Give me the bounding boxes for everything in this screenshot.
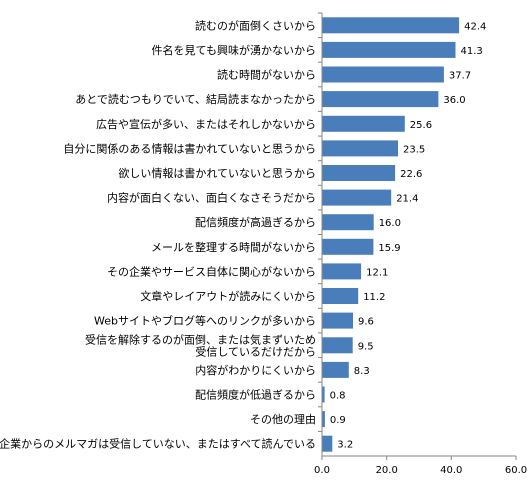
bar-17: [322, 435, 333, 452]
category-label-line: 読むのが面倒くさいから: [195, 18, 316, 32]
value-label-7: 21.4: [396, 194, 418, 205]
bar-1: [322, 41, 456, 58]
category-label-line: 広告や宣伝が多い、またはそれしかないから: [96, 117, 316, 131]
category-label-5: 自分に関係のある情報は書かれていないと思うから: [63, 141, 316, 155]
category-label-14: 内容がわかりにくいから: [195, 363, 316, 377]
value-label-1: 41.3: [461, 46, 483, 57]
value-label-8: 16.0: [379, 218, 401, 229]
category-label-line: 配信頻度が低過ぎるから: [195, 388, 316, 402]
category-label-2: 読む時間がないから: [217, 68, 316, 82]
value-label-10: 12.1: [366, 267, 388, 278]
x-tick-label-1: 20.0: [376, 465, 398, 476]
value-label-0: 42.4: [464, 21, 486, 32]
category-label-8: 配信頻度が高過ぎるから: [195, 215, 316, 229]
category-label-15: 配信頻度が低過ぎるから: [195, 388, 316, 402]
category-label-line: Webサイトやブログ等へのリンクが多いから: [94, 314, 316, 328]
bar-7: [322, 189, 392, 206]
category-label-line: 文章やレイアウトが読みにくいから: [140, 289, 316, 303]
x-tick-label-2: 40.0: [440, 465, 462, 476]
bar-0: [322, 17, 460, 34]
value-label-9: 15.9: [378, 243, 400, 254]
category-label-3: あとで読むつもりでいて、結局読まなかったから: [75, 92, 316, 106]
value-label-16: 0.9: [330, 415, 346, 426]
category-label-line: その他の理由: [250, 412, 316, 426]
bar-3: [322, 91, 439, 108]
category-label-line: 欲しい情報は書かれていないと思うから: [118, 166, 316, 180]
category-label-line: 配信頻度が高過ぎるから: [195, 215, 316, 229]
bar-15: [322, 386, 325, 403]
value-labels-group: 42.4 41.3 37.7 36.0 25.6 23.5 22.6 21.4 16.0 15.9…: [330, 21, 487, 450]
category-label-line: メールを整理する時間がないから: [151, 240, 316, 254]
x-tick-label-0: 0.0: [314, 465, 330, 476]
category-label-4: 広告や宣伝が多い、またはそれしかないから: [96, 117, 316, 131]
value-label-11: 11.2: [363, 292, 385, 303]
bar-11: [322, 288, 359, 304]
category-label-line: 自分に関係のある情報は書かれていないと思うから: [63, 141, 316, 155]
category-label-line: 受信しているだけだから: [195, 345, 316, 358]
category-label-line: 受信を解除するのが面倒、または気まずいため: [85, 332, 316, 346]
bar-6: [322, 165, 396, 181]
category-label-11: 文章やレイアウトが読みにくいから: [140, 289, 316, 303]
bar-2: [322, 66, 444, 83]
x-axis: 0.0 20.0 40.0 60.0: [314, 12, 527, 476]
value-label-5: 23.5: [403, 144, 425, 155]
category-label-line: 企業からのメルマガは受信していない、またはすべて読んでいる: [0, 437, 316, 451]
category-label-17: 企業からのメルマガは受信していない、またはすべて読んでいる: [0, 437, 316, 451]
category-label-12: Webサイトやブログ等へのリンクが多いから: [94, 314, 316, 328]
bar-8: [322, 214, 374, 231]
category-label-line: あとで読むつもりでいて、結局読まなかったから: [75, 92, 316, 106]
bar-16: [322, 411, 325, 428]
value-label-12: 9.6: [358, 317, 374, 328]
value-label-4: 25.6: [410, 120, 432, 131]
value-label-13: 9.5: [358, 341, 374, 352]
category-label-7: 内容が面白くない、面白くなさそうだから: [107, 191, 316, 205]
category-label-line: 件名を見ても興味が湧かないから: [152, 43, 316, 57]
category-label-6: 欲しい情報は書かれていないと思うから: [118, 166, 316, 180]
bar-4: [322, 115, 405, 132]
value-label-2: 37.7: [449, 71, 471, 82]
bar-12: [322, 312, 353, 329]
bar-10: [322, 263, 362, 280]
category-label-line: その企業やサービス自体に関心がないから: [107, 264, 316, 278]
category-label-9: メールを整理する時間がないから: [151, 240, 316, 254]
category-label-16: その他の理由: [250, 412, 316, 426]
category-label-1: 件名を見ても興味が湧かないから: [152, 43, 316, 57]
x-tick-label-3: 60.0: [505, 465, 527, 476]
value-label-15: 0.8: [330, 391, 346, 402]
bar-9: [322, 238, 374, 255]
bars-group: [322, 17, 460, 452]
value-label-3: 36.0: [443, 95, 465, 106]
category-label-line: 内容が面白くない、面白くなさそうだから: [107, 191, 316, 205]
bar-13: [322, 337, 353, 354]
value-label-17: 3.2: [337, 440, 353, 451]
category-labels-group: 読むのが面倒くさいから件名を見ても興味が湧かないから読む時間がないからあとで読む…: [0, 18, 316, 450]
bar-5: [322, 140, 398, 157]
category-label-line: 読む時間がないから: [217, 68, 316, 82]
category-label-line: 内容がわかりにくいから: [195, 363, 316, 377]
bar-14: [322, 361, 349, 378]
value-label-14: 8.3: [354, 366, 370, 377]
category-label-10: その企業やサービス自体に関心がないから: [107, 264, 316, 278]
value-label-6: 22.6: [400, 169, 422, 180]
category-label-0: 読むのが面倒くさいから: [195, 18, 316, 32]
category-label-13: 受信を解除するのが面倒、または気まずいため受信しているだけだから: [85, 332, 316, 358]
